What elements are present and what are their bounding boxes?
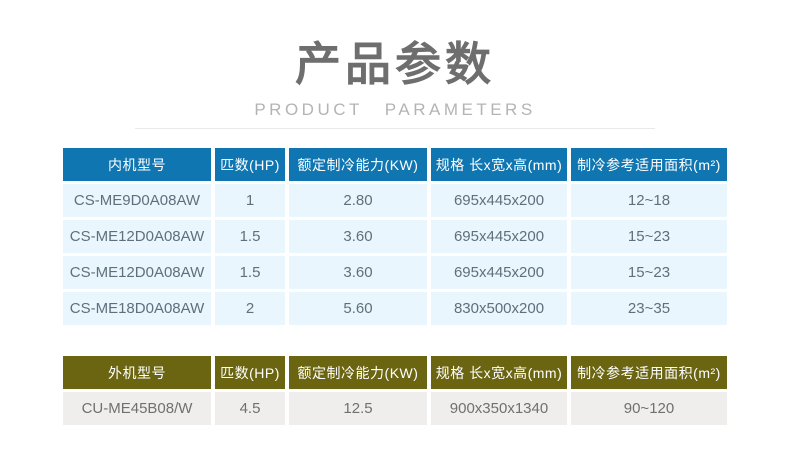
table-cell: 3.60 [289,256,427,289]
table-cell: 695x445x200 [431,256,567,289]
column-header-cell: 制冷参考适用面积(m²) [571,356,727,389]
table-cell: 830x500x200 [431,292,567,325]
table-cell: 23~35 [571,292,727,325]
table-cell: 1.5 [215,220,285,253]
table-cell: CS-ME12D0A08AW [63,256,211,289]
table-cell: CS-ME18D0A08AW [63,292,211,325]
table-cell: 90~120 [571,392,727,425]
outdoor-unit-spec-table: 外机型号 匹数(HP) 额定制冷能力(KW) 规格 长x宽x高(mm) 制冷参考适用面积… [63,356,727,425]
column-header-cell: 额定制冷能力(KW) [289,356,427,389]
table-cell: 1 [215,184,285,217]
table-grid: 内机型号 匹数(HP) 额定制冷能力(KW) 规格 长x宽x高(mm) 制冷参考适用面积… [63,148,727,325]
table-cell: 900x350x1340 [431,392,567,425]
table-cell: CU-ME45B08/W [63,392,211,425]
title-underline [135,128,655,129]
table-cell: 2.80 [289,184,427,217]
page-title: 产品参数 [295,38,495,90]
table-grid: 外机型号 匹数(HP) 额定制冷能力(KW) 规格 长x宽x高(mm) 制冷参考适用面积… [63,356,727,425]
column-header-cell: 外机型号 [63,356,211,389]
column-header-cell: 额定制冷能力(KW) [289,148,427,181]
indoor-unit-spec-table: 内机型号 匹数(HP) 额定制冷能力(KW) 规格 长x宽x高(mm) 制冷参考适用面积… [63,148,727,325]
table-cell: CS-ME9D0A08AW [63,184,211,217]
table-cell: 4.5 [215,392,285,425]
table-cell: CS-ME12D0A08AW [63,220,211,253]
column-header-cell: 匹数(HP) [215,356,285,389]
page-subtitle: PRODUCT PARAMETERS [254,100,536,119]
column-header-cell: 制冷参考适用面积(m²) [571,148,727,181]
table-cell: 5.60 [289,292,427,325]
column-header-cell: 规格 长x宽x高(mm) [431,148,567,181]
column-header-cell: 匹数(HP) [215,148,285,181]
table-cell: 15~23 [571,256,727,289]
table-cell: 695x445x200 [431,184,567,217]
table-cell: 3.60 [289,220,427,253]
table-cell: 12~18 [571,184,727,217]
column-header-cell: 规格 长x宽x高(mm) [431,356,567,389]
table-cell: 695x445x200 [431,220,567,253]
table-cell: 12.5 [289,392,427,425]
table-cell: 2 [215,292,285,325]
title-block: 产品参数 PRODUCT PARAMETERS [0,0,790,129]
table-cell: 15~23 [571,220,727,253]
column-header-cell: 内机型号 [63,148,211,181]
table-cell: 1.5 [215,256,285,289]
